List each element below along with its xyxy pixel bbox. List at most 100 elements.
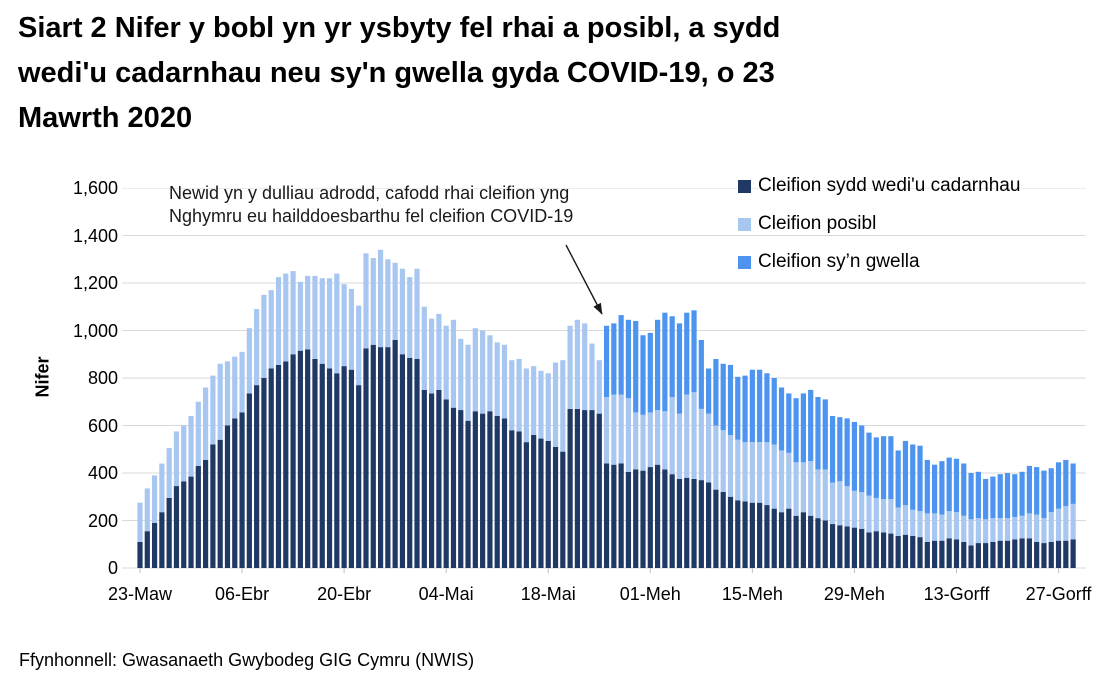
- bar-segment-series-1: [275, 277, 282, 365]
- bar-segment-series-1: [465, 344, 471, 421]
- bar-segment-series-1: [582, 323, 588, 411]
- bar-segment-series-0: [720, 492, 726, 568]
- bar-segment-series-1: [348, 288, 355, 370]
- annotation-line-2: Nghymru eu hailddoesbarthu fel cleifion …: [169, 206, 574, 226]
- bar-segment-series-1: [844, 486, 850, 527]
- bar-segment-series-1: [443, 325, 449, 400]
- bar-segment-series-0: [290, 354, 296, 568]
- bar-segment-series-2: [815, 397, 821, 470]
- bar-segment-series-0: [829, 524, 836, 568]
- bar-segment-series-1: [268, 290, 274, 369]
- bar-segment-series-2: [742, 375, 748, 443]
- x-axis-tick-label: 27-Gorff: [1025, 584, 1092, 604]
- bar-segment-series-1: [764, 442, 770, 506]
- bar-segment-series-0: [786, 508, 792, 569]
- bar-segment-series-1: [757, 442, 763, 503]
- x-axis-tick-label: 01-Meh: [619, 584, 681, 604]
- bar-segment-series-0: [1004, 540, 1011, 568]
- bar-segment-series-0: [953, 539, 960, 568]
- bar-segment-series-0: [552, 446, 559, 569]
- bar-segment-series-0: [574, 408, 580, 569]
- bar-segment-series-1: [523, 368, 529, 443]
- bar-segment-series-1: [698, 408, 704, 481]
- bar-segment-series-0: [997, 540, 1003, 568]
- bar-segment-series-1: [509, 360, 515, 431]
- bar-segment-series-0: [217, 439, 223, 568]
- bar-segment-series-0: [932, 540, 938, 568]
- bar-segment-series-1: [363, 253, 369, 349]
- bar-segment-series-1: [990, 518, 996, 542]
- legend-label-recovering: Cleifion sy’n gwella: [758, 251, 920, 272]
- bar-segment-series-0: [1041, 543, 1047, 568]
- bar-segment-series-0: [917, 537, 923, 569]
- bar-segment-series-2: [1041, 470, 1047, 519]
- bar-segment-series-0: [1019, 538, 1025, 568]
- bar-segment-series-2: [939, 461, 945, 515]
- x-axis-tick-label: 06-Ebr: [215, 584, 270, 604]
- bar-segment-series-0: [232, 418, 238, 569]
- bar-segment-series-0: [968, 545, 974, 568]
- bar-segment-series-1: [961, 515, 967, 542]
- bar-segment-series-0: [910, 535, 916, 568]
- chart-title-line-2: wedi'u cadarnhau neu sy'n gwella gyda CO…: [18, 57, 775, 89]
- bar-segment-series-1: [151, 475, 158, 523]
- bar-segment-series-1: [720, 430, 726, 492]
- bar-segment-series-0: [706, 482, 712, 568]
- annotation-text: Newid yn y dulliau adrodd, cafodd rhai c…: [169, 182, 573, 228]
- legend-item-recovering: Cleifion sy’n gwella: [738, 251, 920, 273]
- legend-swatch-possible-icon: [738, 217, 751, 231]
- bar-segment-series-1: [516, 359, 522, 432]
- bar-segment-series-1: [975, 518, 981, 544]
- y-axis-tick-label: 0: [107, 558, 118, 578]
- bar-segment-series-2: [749, 369, 755, 443]
- bar-segment-series-1: [603, 397, 610, 464]
- bar-segment-series-0: [399, 354, 406, 568]
- bar-segment-series-1: [319, 278, 325, 364]
- bar-segment-series-2: [618, 315, 624, 395]
- bar-segment-series-1: [873, 497, 879, 532]
- bar-segment-series-2: [1019, 471, 1025, 516]
- bar-segment-series-0: [669, 474, 675, 568]
- bar-segment-series-1: [545, 373, 551, 441]
- bar-segment-series-0: [443, 399, 449, 569]
- bar-segment-series-1: [283, 273, 289, 362]
- bar-segment-series-0: [480, 413, 486, 569]
- bar-segment-series-1: [1034, 514, 1040, 542]
- bar-segment-series-1: [436, 313, 442, 390]
- bar-segment-series-0: [392, 340, 398, 568]
- bar-segment-series-2: [822, 399, 828, 470]
- y-axis-tick-label: 1,000: [72, 320, 118, 341]
- bar-segment-series-2: [1026, 465, 1032, 514]
- bar-segment-series-2: [880, 436, 887, 500]
- bar-segment-series-1: [552, 362, 559, 447]
- bar-segment-series-2: [662, 312, 668, 412]
- bar-segment-series-0: [749, 502, 755, 568]
- bar-segment-series-1: [822, 469, 828, 521]
- bar-segment-series-1: [531, 366, 537, 436]
- bar-segment-series-2: [625, 319, 632, 399]
- bar-segment-series-0: [487, 411, 493, 568]
- bar-segment-series-2: [720, 363, 726, 431]
- bar-segment-series-2: [1004, 473, 1011, 519]
- bar-segment-series-1: [239, 351, 245, 413]
- bar-segment-series-2: [873, 437, 879, 498]
- bar-segment-series-1: [487, 335, 493, 412]
- bar-segment-series-0: [137, 541, 143, 569]
- bar-segment-series-0: [348, 369, 355, 568]
- bar-segment-series-2: [647, 332, 653, 413]
- bar-segment-series-2: [778, 387, 785, 451]
- bar-segment-series-0: [370, 344, 376, 568]
- bar-segment-series-1: [618, 394, 624, 464]
- bar-segment-series-1: [1012, 516, 1018, 540]
- bar-segment-series-0: [837, 525, 843, 568]
- bar-segment-series-0: [319, 363, 325, 568]
- bar-segment-series-1: [560, 360, 566, 452]
- bar-segment-series-0: [545, 440, 551, 568]
- bar-segment-series-1: [1004, 518, 1011, 541]
- bar-segment-series-0: [458, 410, 464, 568]
- bar-segment-series-1: [254, 309, 260, 386]
- bar-segment-series-1: [414, 268, 420, 359]
- bar-segment-series-0: [611, 464, 617, 568]
- bar-segment-series-2: [997, 474, 1003, 519]
- bar-segment-series-0: [778, 512, 785, 568]
